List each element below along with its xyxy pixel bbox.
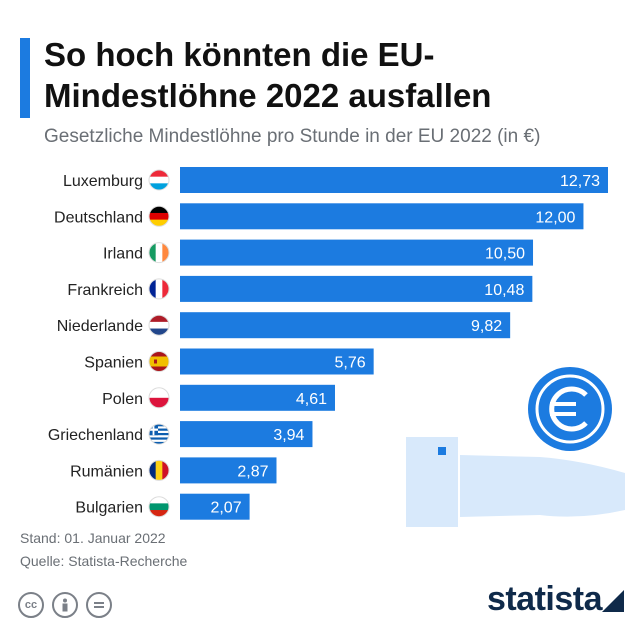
bulgaria-flag-icon [148,496,170,518]
netherlands-flag-icon [148,314,170,336]
chart-title: So hoch könnten die EU-Mindestlöhne 2022… [44,36,492,114]
value-label: 12,00 [535,209,575,226]
value-label: 2,07 [210,500,241,517]
statista-logo[interactable]: statista [486,580,603,618]
value-label: 12,73 [560,173,600,190]
category-label: Irland [103,246,143,263]
bar-spain [180,348,374,375]
value-label: 10,48 [484,282,524,299]
statista-logo-mark-icon [602,590,624,612]
category-label: Bulgarien [75,500,143,517]
germany-flag-icon [148,205,170,227]
category-label: Luxemburg [63,173,143,190]
value-label: 5,76 [335,355,366,372]
value-label: 4,61 [296,391,327,408]
creative-commons-icon[interactable]: cc [18,592,44,618]
value-label: 9,82 [471,318,502,335]
bar-luxembourg [180,167,608,193]
bar-romania [180,457,277,484]
bar-ireland [180,239,534,266]
ireland-flag-icon [148,242,170,264]
category-label: Spanien [84,355,143,372]
spain-flag-icon [148,351,170,372]
category-label: Griechenland [48,427,143,444]
value-label: 3,94 [273,427,304,444]
hand-icon [406,437,625,527]
source-note: Quelle: Statista-Recherche [20,553,188,569]
hand-with-euro-coin-illustration [406,367,625,527]
bar-germany [180,203,584,230]
category-label: Polen [102,391,143,408]
license-icons: cc [18,592,112,618]
romania-flag-icon [148,459,170,481]
euro-coin-icon [528,367,612,451]
category-label: Deutschland [54,209,143,226]
bar-poland [180,384,335,411]
france-flag-icon [148,278,170,300]
bar-bulgaria [180,493,250,520]
poland-flag-icon [148,387,170,409]
category-label: Niederlande [57,318,143,335]
title-accent-bar [20,38,30,118]
greece-flag-icon [148,423,170,445]
value-label: 2,87 [237,463,268,480]
chart-subtitle: Gesetzliche Mindestlöhne pro Stunde in d… [44,126,541,147]
category-label: Frankreich [67,282,143,299]
bar-greece [180,421,313,448]
category-label: Rumänien [70,463,143,480]
luxembourg-flag-icon [148,169,170,191]
bar-france [180,275,533,302]
bar-chart: Luxemburg 12,73 Deutschland 12,00 Irland 10,5… [48,167,608,520]
bar-netherlands [180,312,511,339]
attribution-icon[interactable] [52,592,78,618]
no-derivatives-icon[interactable] [86,592,112,618]
value-label: 10,50 [485,246,525,263]
stand-note: Stand: 01. Januar 2022 [20,530,166,546]
